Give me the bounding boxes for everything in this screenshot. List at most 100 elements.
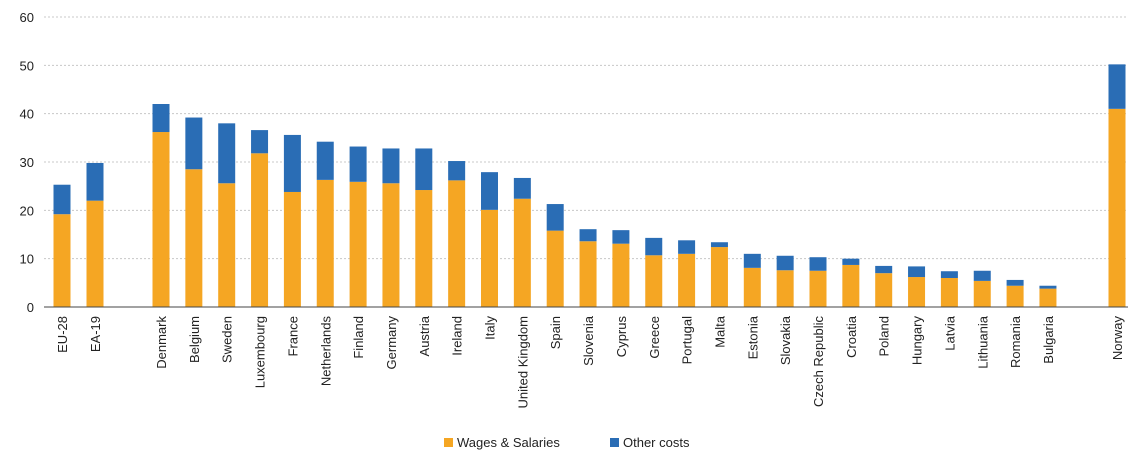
x-tick-label: Estonia: [745, 315, 760, 359]
bar-other-costs: [1006, 279, 1024, 286]
bar-wages-salaries: [579, 241, 597, 307]
bar-other-costs: [809, 257, 827, 271]
bar-wages-salaries: [283, 191, 301, 307]
x-tick-label: Ireland: [450, 316, 465, 356]
bar-wages-salaries: [53, 214, 71, 307]
bar-other-costs: [283, 134, 301, 192]
bar-wages-salaries: [678, 253, 696, 307]
bar-other-costs: [546, 204, 564, 231]
legend: Wages & Salaries Other costs: [444, 435, 690, 450]
x-tick-label: Croatia: [844, 315, 859, 358]
bar-wages-salaries: [1108, 108, 1126, 307]
bar-other-costs: [218, 123, 236, 184]
x-tick-label: Slovenia: [581, 315, 596, 366]
bar-other-costs: [579, 229, 597, 242]
bar-other-costs: [481, 172, 498, 210]
y-tick-label: 50: [20, 58, 34, 73]
bar-other-costs: [53, 184, 71, 215]
y-tick-label: 20: [20, 203, 34, 218]
bar-wages-salaries: [152, 132, 170, 307]
bar-wages-salaries: [842, 264, 860, 307]
x-tick-label: Sweden: [220, 316, 235, 363]
bar-other-costs: [678, 240, 696, 254]
bar-wages-salaries: [908, 277, 926, 307]
bar-wages-salaries: [349, 181, 367, 307]
bar-other-costs: [908, 266, 926, 278]
bar-wages-salaries: [513, 198, 531, 307]
bar-wages-salaries: [481, 209, 498, 307]
x-tick-label: Poland: [877, 316, 892, 356]
bar-wages-salaries: [973, 280, 991, 307]
y-tick-label: 60: [20, 10, 34, 25]
legend-item-wages: Wages & Salaries: [444, 435, 560, 450]
bars: [53, 64, 1126, 307]
x-tick-label: Austria: [417, 315, 432, 356]
x-tick-label: Lithuania: [975, 315, 990, 369]
bar-wages-salaries: [940, 278, 958, 307]
bar-wages-salaries: [185, 169, 203, 307]
x-tick-label: Malta: [712, 315, 727, 348]
bar-other-costs: [1039, 285, 1057, 289]
bar-other-costs: [1108, 64, 1126, 109]
legend-swatch: [610, 438, 619, 447]
x-tick-label: Spain: [548, 316, 563, 349]
x-tick-label: Luxembourg: [253, 316, 268, 388]
x-tick-label: Netherlands: [318, 316, 333, 387]
bar-wages-salaries: [743, 267, 761, 307]
bar-other-costs: [152, 104, 170, 133]
bar-other-costs: [316, 141, 334, 180]
bar-wages-salaries: [86, 200, 104, 307]
bar-wages-salaries: [218, 183, 236, 307]
bar-other-costs: [513, 177, 531, 199]
y-tick-label: 10: [20, 252, 34, 267]
bar-other-costs: [973, 270, 991, 281]
x-tick-label: Finland: [351, 316, 366, 359]
x-tick-label: Italy: [483, 316, 498, 340]
x-tick-label: Latvia: [942, 315, 957, 350]
x-tick-label: EA-19: [88, 316, 103, 352]
bar-wages-salaries: [1039, 288, 1057, 307]
y-tick-label: 0: [27, 300, 34, 315]
bar-other-costs: [842, 258, 860, 265]
bar-other-costs: [645, 237, 663, 256]
bar-wages-salaries: [809, 270, 827, 307]
bar-other-costs: [448, 161, 466, 181]
x-tick-label: Portugal: [680, 316, 695, 365]
x-tick-label: Slovakia: [778, 315, 793, 365]
bar-other-costs: [415, 148, 433, 191]
bar-wages-salaries: [382, 183, 400, 307]
legend-label: Wages & Salaries: [457, 435, 560, 450]
bar-wages-salaries: [251, 153, 269, 307]
x-tick-label: Bulgaria: [1041, 315, 1056, 363]
x-tick-label: Norway: [1110, 316, 1125, 361]
x-tick-label: Germany: [384, 316, 399, 370]
bar-other-costs: [382, 148, 400, 184]
bar-other-costs: [940, 271, 958, 278]
bar-wages-salaries: [710, 247, 728, 307]
x-tick-label: EU-28: [55, 316, 70, 353]
legend-swatch: [444, 438, 453, 447]
legend-label: Other costs: [623, 435, 690, 450]
bar-wages-salaries: [316, 179, 334, 307]
bar-other-costs: [612, 230, 630, 244]
bar-other-costs: [743, 253, 761, 268]
bar-wages-salaries: [1006, 285, 1024, 307]
category-labels: EU-28 EA-19 Denmark Belgium Sweden Luxembourg…: [55, 315, 1125, 408]
x-tick-label: Romania: [1008, 315, 1023, 368]
x-tick-label: France: [285, 316, 300, 356]
bar-other-costs: [251, 130, 269, 154]
bar-wages-salaries: [776, 270, 794, 307]
bar-wages-salaries: [645, 255, 663, 307]
bar-other-costs: [185, 117, 203, 170]
y-tick-label: 30: [20, 155, 34, 170]
x-tick-label: Belgium: [187, 316, 202, 363]
bar-wages-salaries: [612, 243, 630, 307]
x-tick-label: Hungary: [910, 316, 925, 366]
x-tick-label: United Kingdom: [515, 316, 530, 409]
bar-other-costs: [710, 242, 728, 248]
bar-wages-salaries: [546, 230, 564, 307]
x-tick-label: Greece: [647, 316, 662, 359]
bar-wages-salaries: [415, 190, 433, 307]
